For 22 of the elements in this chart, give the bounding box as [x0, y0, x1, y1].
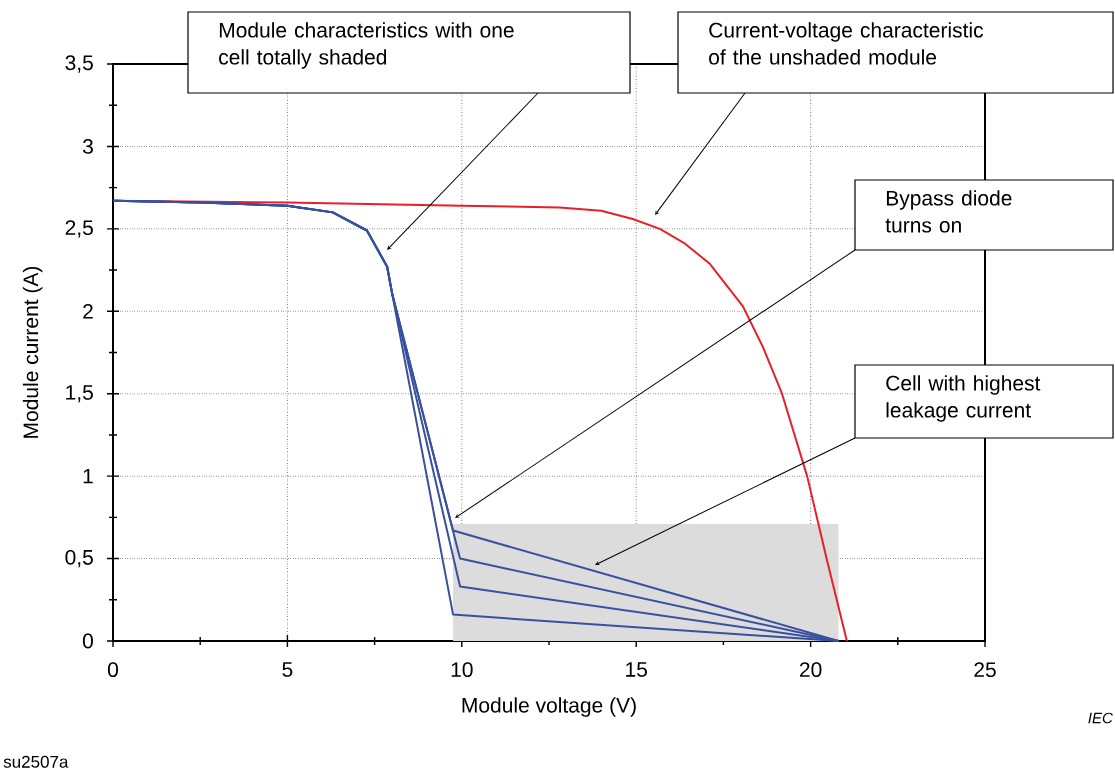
annotation: Bypass diode turns on [885, 190, 1012, 233]
x-tick-label: 0 [107, 662, 119, 678]
y-tick-label: 2 [83, 303, 93, 319]
x-tick-label: 25 [974, 662, 996, 678]
text: IEC [1088, 712, 1113, 724]
annotation: Current-voltage characteristic of the unshaded module [709, 22, 984, 65]
y-tick-label: 2,5 [65, 220, 93, 238]
y-tick-label: 1,5 [66, 385, 93, 403]
y-tick-label: 3 [82, 138, 93, 154]
x-axis-title: Module voltage (V) [462, 697, 636, 717]
text: su2507a [3, 755, 69, 768]
y-tick-label: 3,5 [65, 55, 93, 73]
x-tick-label: 15 [626, 662, 647, 677]
y-tick-label: 0,5 [65, 549, 93, 568]
annotation: Module characteristics with one cell totally shaded [219, 22, 514, 69]
x-tick-label: 10 [451, 662, 473, 678]
x-tick-label: 20 [799, 662, 822, 678]
y-tick-label: 1 [83, 468, 93, 484]
annotation: Cell with highest leakage current [886, 375, 1041, 422]
y-axis-title: Module current (A) [22, 266, 43, 438]
x-tick-label: 5 [282, 662, 293, 677]
y-tick-label: 0 [82, 633, 93, 649]
